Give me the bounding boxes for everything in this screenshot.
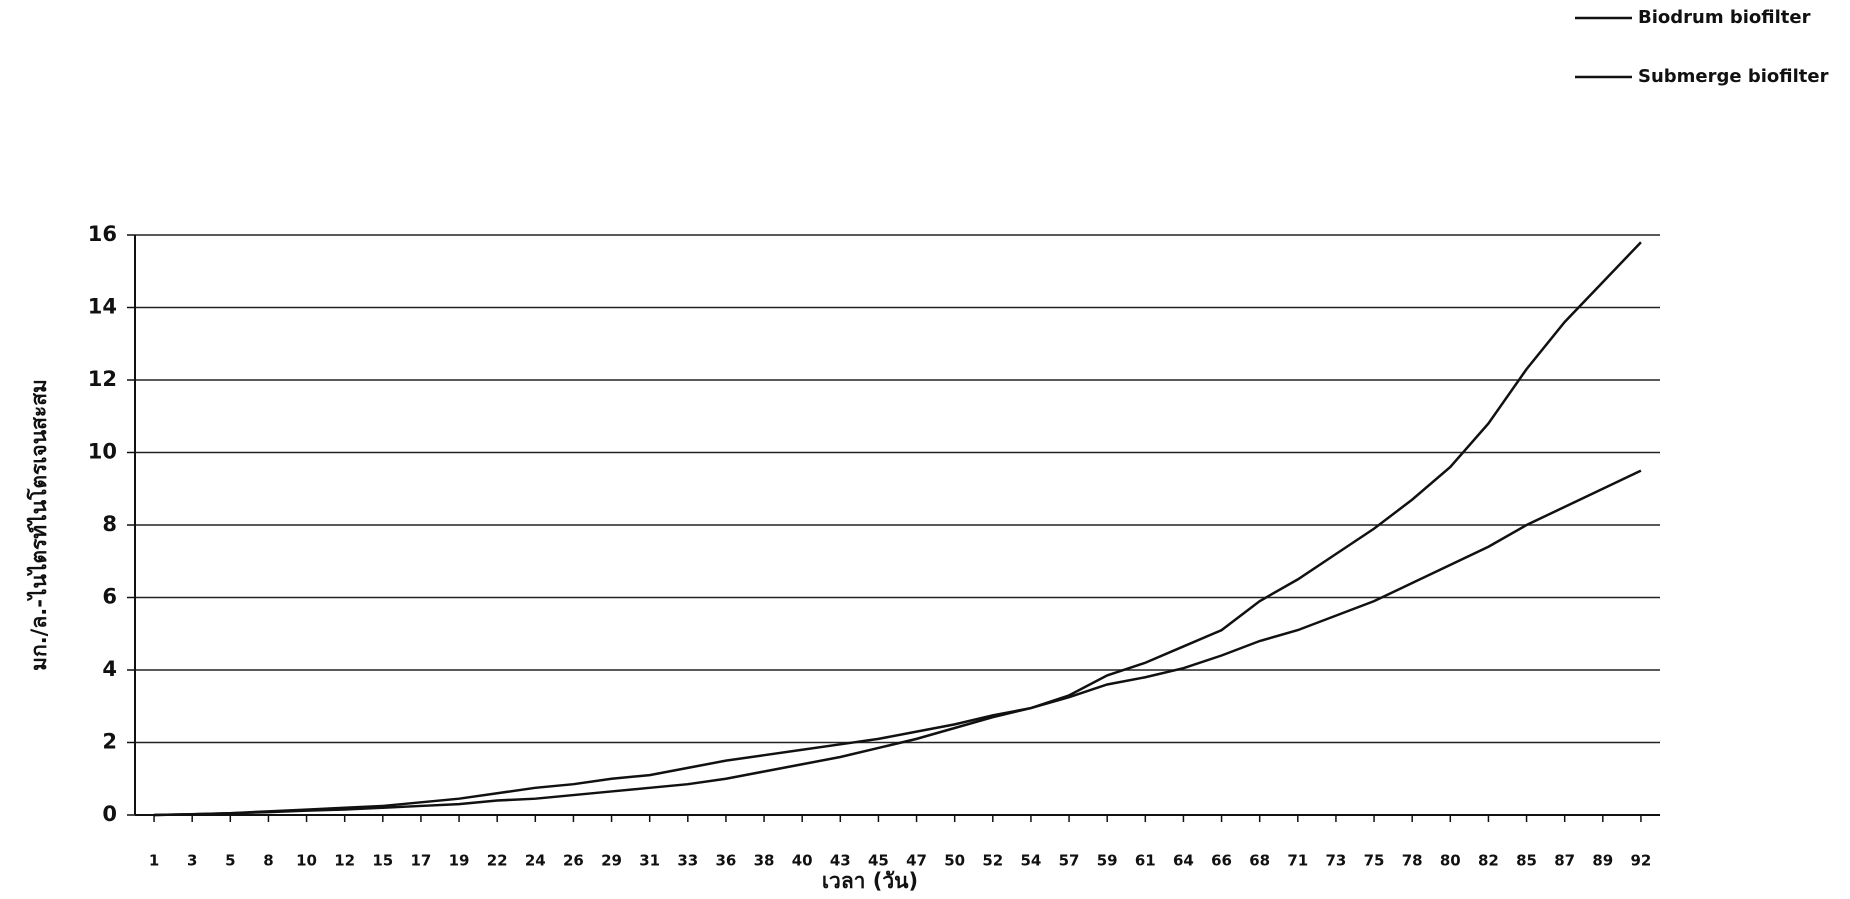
x-axis-label: เวลา (วัน): [822, 869, 918, 893]
y-axis-label: มก./ล.-ไนไตรท์ไนโตรเจนสะสม: [26, 379, 51, 671]
y-tick-label: 4: [102, 657, 117, 681]
x-tick-label: 73: [1326, 852, 1347, 870]
x-tick-label: 50: [944, 852, 965, 870]
x-tick-label: 40: [792, 852, 813, 870]
x-tick-label: 68: [1249, 852, 1270, 870]
x-tick-label: 82: [1478, 852, 1499, 870]
y-tick-label: 16: [88, 222, 117, 246]
x-tick-label: 24: [525, 852, 546, 870]
y-tick-label: 12: [88, 367, 117, 391]
x-tick-label: 71: [1287, 852, 1308, 870]
x-tick-label: 26: [563, 852, 584, 870]
x-tick-label: 66: [1211, 852, 1232, 870]
x-tick-label: 5: [225, 852, 235, 870]
x-tick-label: 87: [1554, 852, 1575, 870]
x-tick-label: 54: [1021, 852, 1042, 870]
x-tick-label: 80: [1440, 852, 1461, 870]
x-tick-label: 19: [449, 852, 470, 870]
y-tick-label: 8: [102, 512, 117, 536]
y-tick-label: 10: [88, 440, 117, 464]
y-tick-label: 2: [102, 730, 117, 754]
y-tick-label: 6: [102, 585, 117, 609]
x-tick-label: 75: [1364, 852, 1385, 870]
x-tick-label: 15: [372, 852, 393, 870]
x-tick-label: 89: [1592, 852, 1613, 870]
x-tick-label: 38: [754, 852, 775, 870]
data-line: [154, 469, 1642, 817]
x-tick-label: 17: [411, 852, 432, 870]
x-tick-label: 78: [1402, 852, 1423, 870]
x-tick-label: 29: [601, 852, 622, 870]
x-tick-label: 57: [1059, 852, 1080, 870]
legend-label: Submerge biofilter: [1638, 66, 1829, 87]
x-tick-label: 64: [1173, 852, 1194, 870]
x-tick-label: 59: [1097, 852, 1118, 870]
x-tick-label: 47: [906, 852, 927, 870]
x-tick-label: 10: [296, 852, 317, 870]
x-tick-label: 85: [1516, 852, 1537, 870]
x-tick-label: 22: [487, 852, 508, 870]
x-tick-label: 8: [263, 852, 273, 870]
x-tick-label: 45: [868, 852, 889, 870]
x-tick-label: 3: [187, 852, 197, 870]
x-tick-label: 33: [677, 852, 698, 870]
x-tick-label: 43: [830, 852, 851, 870]
y-tick-label: 14: [88, 295, 117, 319]
x-tick-label: 31: [639, 852, 660, 870]
x-tick-label: 52: [982, 852, 1003, 870]
data-line: [154, 241, 1642, 817]
x-tick-label: 92: [1631, 852, 1652, 870]
x-tick-label: 1: [149, 852, 159, 870]
x-tick-label: 12: [334, 852, 355, 870]
legend-label: Biodrum biofilter: [1638, 7, 1811, 28]
y-tick-label: 0: [102, 802, 117, 826]
x-tick-label: 61: [1135, 852, 1156, 870]
x-tick-label: 36: [716, 852, 737, 870]
